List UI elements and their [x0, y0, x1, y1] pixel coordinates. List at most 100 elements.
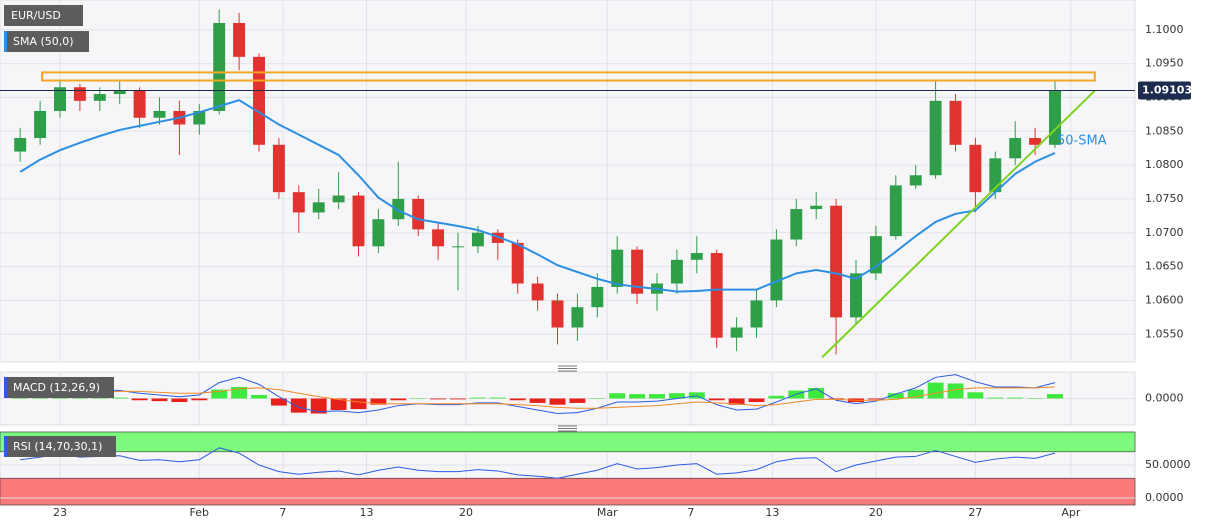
macd-histogram-bar: [589, 398, 606, 399]
candle-body: [133, 90, 146, 118]
candle-body: [73, 87, 86, 101]
y-tick-label: 1.0750: [1145, 192, 1184, 205]
candle-body: [1009, 138, 1022, 159]
macd-histogram-bar: [708, 398, 725, 401]
legend-title: EUR/USD: [11, 9, 61, 22]
x-tick-label: 13: [359, 506, 373, 519]
candle-body: [14, 138, 27, 152]
macd-histogram-bar: [350, 398, 367, 410]
legend-box: [4, 31, 89, 52]
candle-body: [850, 273, 862, 318]
macd-histogram-bar: [967, 392, 984, 399]
macd-histogram-bar: [808, 387, 825, 399]
candle-body: [909, 175, 922, 186]
candle-body: [670, 259, 683, 284]
rsi-line: [20, 447, 1056, 479]
x-tick-label: 27: [968, 506, 982, 519]
macd-histogram-bar: [270, 398, 287, 406]
candle-body: [571, 307, 584, 328]
y-tick-label: 1.0850: [1145, 124, 1184, 137]
x-tick-label: 23: [53, 506, 67, 519]
legend-box: [4, 436, 116, 457]
macd-histogram-bar: [768, 395, 785, 399]
macd-histogram-bar: [748, 398, 765, 403]
candle-body: [54, 87, 66, 111]
macd-histogram-bar: [569, 398, 586, 403]
macd-histogram-bar: [649, 394, 665, 399]
macd-line: [20, 374, 1056, 415]
candle-body: [34, 110, 47, 139]
macd-histogram-bar: [390, 398, 407, 401]
macd-histogram-bar: [151, 398, 168, 402]
candle-body: [233, 23, 246, 57]
macd-title: MACD (12,26,9): [13, 381, 100, 394]
x-tick-label: Feb: [190, 506, 209, 519]
macd-histogram-bar: [907, 389, 924, 399]
candle-body: [989, 158, 1002, 193]
macd-histogram-bar: [131, 398, 148, 401]
candle-body: [611, 249, 624, 287]
y-tick-label: 1.0550: [1145, 327, 1184, 340]
candle-body: [750, 300, 763, 328]
candle-body: [372, 219, 385, 247]
candle-body: [690, 253, 703, 260]
macd-histogram-bar: [251, 394, 267, 399]
macd-histogram-bar: [947, 383, 964, 399]
macd-histogram-bar: [310, 398, 327, 414]
candle-body: [93, 94, 106, 101]
y-tick-label: 1.0600: [1145, 293, 1184, 306]
candle-body: [969, 144, 982, 193]
candle-body: [1029, 138, 1042, 145]
x-tick-label: Mar: [597, 506, 618, 519]
macd-histogram-bar: [609, 393, 626, 399]
macd-histogram-bar: [290, 398, 307, 413]
macd-histogram-bar: [410, 398, 427, 399]
macd-histogram-bar: [370, 398, 387, 405]
candle-body: [292, 192, 305, 213]
candle-body: [730, 327, 743, 338]
macd-histogram-bar: [549, 398, 566, 405]
oversold-band: [0, 477, 1136, 506]
resistance-zone: [41, 71, 1096, 82]
macd-histogram-bar: [927, 382, 944, 399]
candle-body: [412, 198, 425, 230]
candle-body: [631, 249, 644, 294]
candle-body: [869, 236, 882, 274]
y-tick-label: 1.0800: [1145, 158, 1184, 171]
overbought-band: [0, 431, 1136, 453]
sma-line: [19, 99, 1056, 293]
macd-histogram-bar: [1027, 398, 1044, 399]
candle-body: [153, 110, 166, 118]
x-tick-label: Apr: [1061, 506, 1081, 519]
x-tick-label: 7: [279, 506, 286, 519]
macd-histogram-bar: [450, 398, 466, 400]
candle-body: [770, 239, 783, 301]
candle-body: [511, 242, 524, 284]
macd-histogram-bar: [1047, 394, 1063, 399]
candle-body: [312, 202, 325, 213]
candle-body: [591, 286, 604, 308]
macd-histogram-bar: [489, 397, 506, 399]
candle-body: [352, 195, 365, 247]
y-tick-label: 50.0000: [1145, 458, 1191, 471]
sma-annotation: 50-SMA: [1057, 133, 1107, 148]
macd-histogram-bar: [867, 398, 884, 400]
macd-histogram-bar: [728, 398, 745, 405]
candle-body: [253, 56, 265, 145]
macd-histogram-bar: [330, 398, 347, 410]
legend-swatch: [4, 377, 7, 398]
price-panel: [0, 0, 1136, 363]
macd-histogram-bar: [987, 397, 1004, 399]
candle-body: [551, 300, 564, 328]
candle-body: [392, 198, 405, 220]
macd-histogram-bar: [211, 389, 228, 399]
rsi-title: RSI (14,70,30,1): [13, 440, 102, 453]
last-price-box: [1138, 81, 1191, 100]
macd-histogram-bar: [629, 394, 646, 399]
legend-box: [4, 5, 83, 26]
candle-body: [452, 246, 464, 248]
macd-histogram-bar: [171, 398, 188, 403]
x-tick-label: 20: [869, 506, 883, 519]
macd-histogram-bar: [509, 398, 526, 401]
x-tick-label: 13: [765, 506, 779, 519]
